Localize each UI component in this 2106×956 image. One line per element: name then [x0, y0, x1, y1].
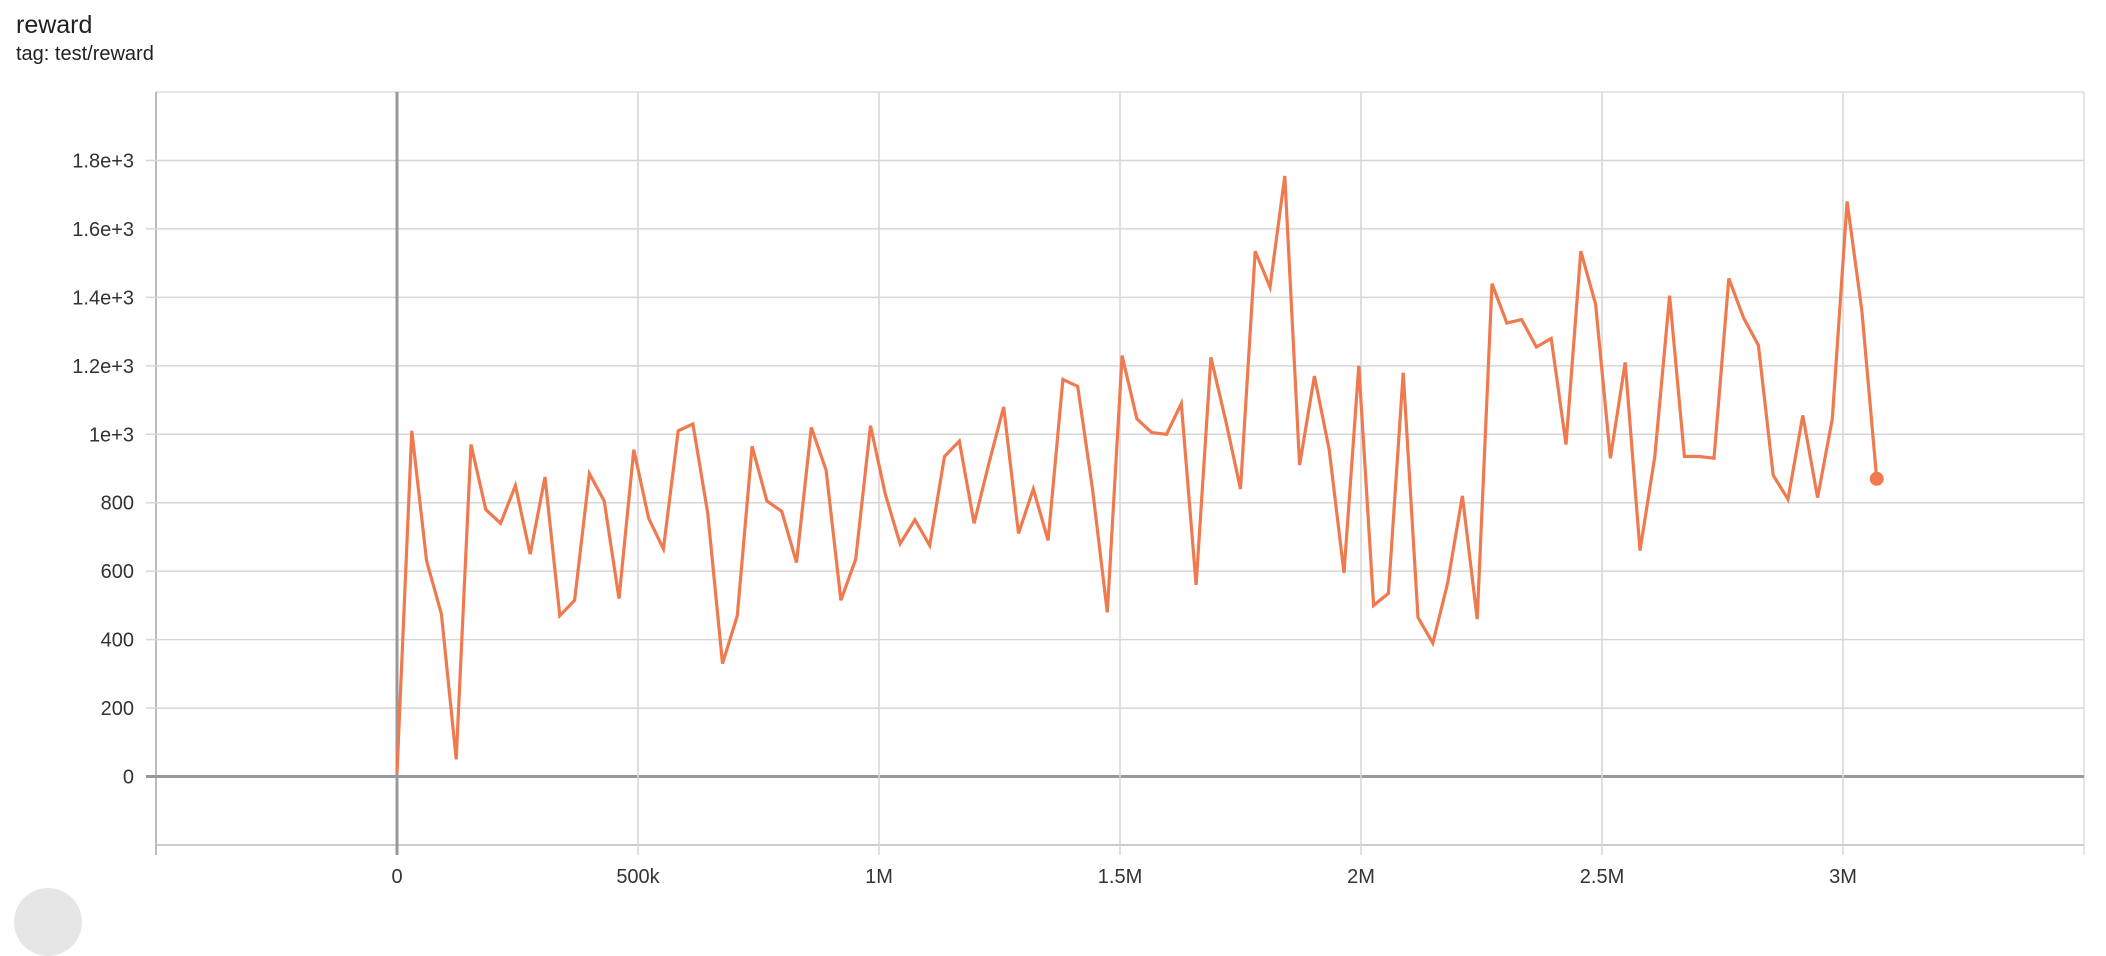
y-tick-label: 0: [123, 767, 134, 789]
tick-labels: 0 200 400 600 800 1e+3 1.2e+3 1.4e+3 1.6e+3 1.8e+…: [72, 150, 1857, 888]
series: [395, 175, 1884, 774]
y-tick-label: 600: [101, 561, 134, 583]
x-tick-label: 2.5M: [1580, 866, 1624, 888]
reward-line: [395, 175, 1879, 774]
y-tick-label: 400: [101, 630, 134, 652]
grid: [146, 91, 2085, 855]
last-point-marker: [1869, 471, 1884, 486]
reward-chart[interactable]: 0 200 400 600 800 1e+3 1.2e+3 1.4e+3 1.6e+3 1.8e+…: [0, 0, 2106, 898]
x-tick-label: 1M: [865, 866, 893, 888]
chart-title: reward: [16, 11, 93, 39]
y-tick-label: 1.8e+3: [72, 150, 134, 172]
y-tick-label: 1.2e+3: [72, 356, 134, 378]
y-tick-label: 200: [101, 698, 134, 720]
x-tick-label: 3M: [1829, 866, 1857, 888]
y-tick-label: 1.4e+3: [72, 287, 134, 309]
x-tick-label: 500k: [616, 866, 660, 888]
x-tick-label: 0: [391, 866, 402, 888]
x-tick-label: 2M: [1347, 866, 1375, 888]
y-tick-label: 800: [101, 493, 134, 515]
circle-button[interactable]: [14, 888, 82, 956]
x-tick-label: 1.5M: [1098, 866, 1142, 888]
chart-tag: tag: test/reward: [16, 43, 154, 65]
y-tick-label: 1.6e+3: [72, 219, 134, 241]
y-tick-label: 1e+3: [89, 424, 134, 446]
